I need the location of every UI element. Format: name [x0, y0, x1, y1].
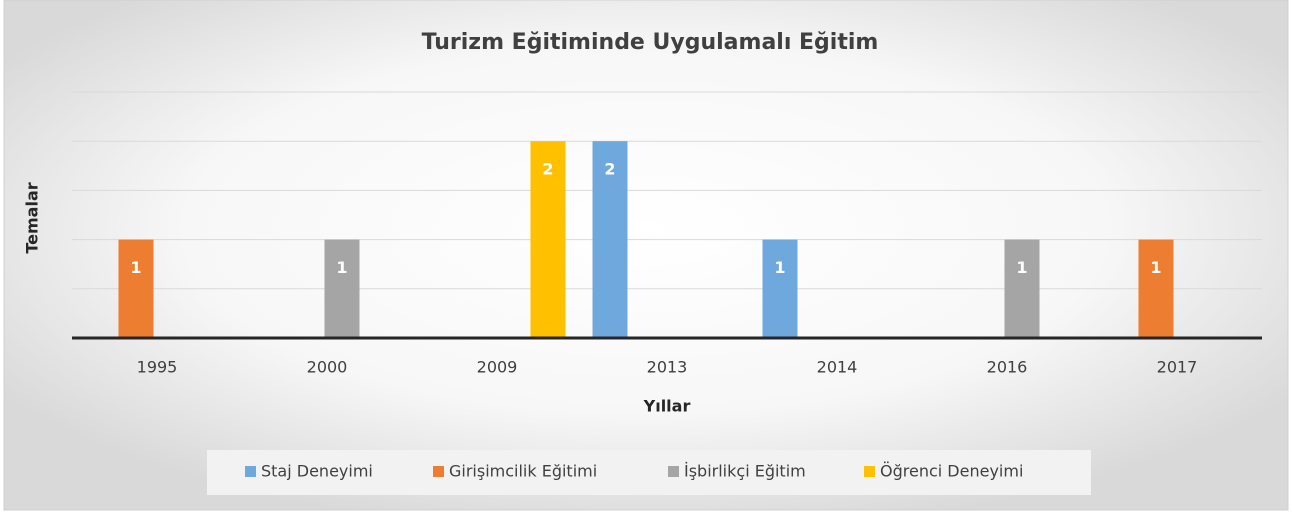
bar: [324, 239, 360, 338]
x-tick-label: 2009: [477, 358, 518, 377]
bar: [592, 141, 628, 338]
data-label: 2: [542, 160, 553, 179]
bar: [1138, 239, 1174, 338]
legend-box: [207, 450, 1091, 495]
x-tick-label: 2017: [1157, 358, 1198, 377]
legend-swatch: [433, 466, 444, 477]
legend-label: İşbirlikçi Eğitim: [684, 462, 806, 481]
chart-background: [3, 0, 1289, 511]
legend-swatch: [864, 466, 875, 477]
data-label: 1: [336, 258, 347, 277]
legend-swatch: [245, 466, 256, 477]
x-tick-label: 2014: [817, 358, 858, 377]
chart-title: Turizm Eğitiminde Uygulamalı Eğitim: [422, 30, 879, 55]
bar: [530, 141, 566, 338]
legend-label: Öğrenci Deneyimi: [880, 462, 1023, 481]
x-tick-label: 2013: [647, 358, 688, 377]
data-label: 1: [130, 258, 141, 277]
data-label: 1: [1016, 258, 1027, 277]
data-label: 1: [1150, 258, 1161, 277]
x-tick-label: 2016: [987, 358, 1028, 377]
x-tick-label: 2000: [307, 358, 348, 377]
x-axis-label: Yıllar: [643, 397, 691, 416]
legend-label: Girişimcilik Eğitimi: [449, 462, 597, 481]
x-tick-label: 1995: [137, 358, 178, 377]
bar: [1004, 239, 1040, 338]
legend-label: Staj Deneyimi: [261, 462, 373, 481]
bar: [118, 239, 154, 338]
data-label: 1: [774, 258, 785, 277]
data-label: 2: [604, 160, 615, 179]
y-axis-label: Temalar: [23, 182, 42, 253]
legend-swatch: [668, 466, 679, 477]
bar: [762, 239, 798, 338]
